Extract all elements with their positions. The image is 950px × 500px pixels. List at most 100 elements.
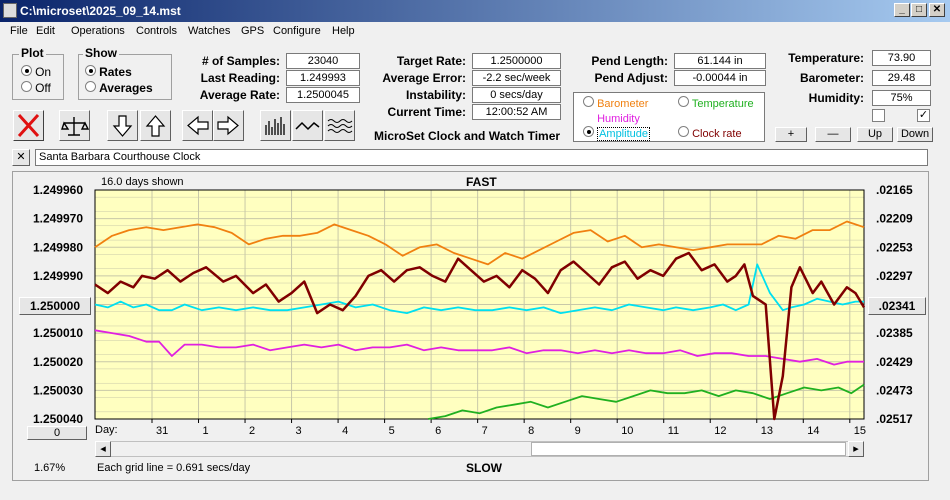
minus-button[interactable]: — [815,127,851,142]
clock-rate-radio-label: Clock rate [692,128,742,140]
close-icon[interactable]: ✕ [929,3,945,17]
instability-value: 0 secs/day [472,87,561,103]
pend-length-field[interactable]: 61.144 in [674,53,766,69]
series-line-temperature [428,383,865,420]
average-rate-label: Average Rate: [199,88,280,102]
pend-length-label: Pend Length: [591,54,668,68]
y-right-tick: .02209 [876,212,913,226]
target-rate-field[interactable]: 1.2500000 [472,53,561,69]
temperature-label: Temperature: [788,51,864,65]
clock-name-field[interactable]: Santa Barbara Courthouse Clock [35,149,928,166]
samples-value: 23040 [286,53,360,69]
minimize-icon[interactable]: _ [894,3,910,17]
show-group [78,54,172,100]
right-marker-button[interactable]: .02341 [868,297,926,315]
series-line-barometer [94,220,865,266]
balance-button[interactable] [59,110,90,141]
x-tick-label: 2 [249,425,255,437]
arrow-up-icon [145,115,166,137]
menu-edit[interactable]: Edit [36,25,55,37]
barometer-radio-label: Barometer [597,98,649,110]
day-offset-button[interactable]: 0 [27,426,87,440]
arrow-left-icon [187,115,209,136]
last-reading-label: Last Reading: [200,71,280,85]
menu-file[interactable]: File [10,25,28,37]
amplitude-radio[interactable]: Amplitude [583,126,650,141]
menu-configure[interactable]: Configure [273,25,321,37]
plot-on-radio[interactable]: On [21,65,51,79]
plot-off-label: Off [35,81,51,95]
x-tick-label: 13 [761,425,773,437]
x-tick-label: 8 [528,425,534,437]
app-icon [3,3,17,18]
current-time-value: 12:00:52 AM [472,104,561,120]
balance-icon [61,117,90,136]
scroll-right-icon[interactable]: ▸ [848,441,864,457]
multi-wave-icon [327,119,353,133]
stop-button[interactable] [13,110,44,141]
plot-off-radio[interactable]: Off [21,81,51,95]
menu-help[interactable]: Help [332,25,355,37]
days-shown-label: 16.0 days shown [101,176,184,188]
menu-bar: File Edit Operations Controls Watches GP… [0,22,950,42]
plot-on-label: On [35,65,52,79]
humidity-radio[interactable]: Humidity [583,111,640,125]
x-tick-label: 10 [621,425,633,437]
wave-button[interactable] [292,110,323,141]
x-ticks: 31 1 2 3 4 5 6 7 8 9 10 11 12 13 14 15 [156,425,866,437]
histogram-icon [265,117,285,135]
menu-operations[interactable]: Operations [71,25,125,37]
multiwave-button[interactable] [324,110,355,141]
checkbox-right[interactable]: ✓ [917,109,930,122]
scrollbar-thumb[interactable] [531,442,846,456]
plus-button[interactable]: + [775,127,807,142]
barometer-value: 29.48 [872,70,931,86]
average-rate-value: 1.2500045 [286,87,360,103]
clear-name-button[interactable]: ✕ [12,149,30,166]
scroll-left-icon[interactable]: ◂ [95,441,111,457]
show-averages-radio[interactable]: Averages [85,81,153,95]
maximize-icon[interactable]: □ [911,3,927,17]
menu-watches[interactable]: Watches [188,25,231,37]
humidity-radio-label: Humidity [597,113,640,125]
x-tick-label: 15 [854,425,866,437]
show-rates-label: Rates [99,65,132,79]
show-group-title: Show [83,46,119,60]
y-right-tick: .02253 [876,240,913,254]
right-arrow-button[interactable] [213,110,244,141]
up-button[interactable]: Up [857,127,893,142]
grid-note: Each grid line = 0.691 secs/day [97,462,251,474]
down-arrow-button[interactable] [107,110,138,141]
down-button[interactable]: Down [897,127,933,142]
barometer-radio[interactable]: Barometer [583,96,648,110]
menu-gps[interactable]: GPS [241,25,265,37]
pend-adjust-label: Pend Adjust: [594,71,668,85]
slow-label: SLOW [466,461,502,475]
current-rate-button[interactable]: 1.250000 [19,297,91,315]
y-right-ticks: .02165.02209.02253.02297.02341.02385.024… [876,183,913,426]
y-right-tick: .02517 [876,412,913,426]
clock-rate-radio[interactable]: Clock rate [678,126,742,140]
menu-controls[interactable]: Controls [136,25,177,37]
title-bar: C:\microset\2025_09_14.mst _ □ ✕ [0,0,950,22]
y-left-tick: 1.249960 [33,183,83,197]
temperature-radio[interactable]: Temperature [678,96,754,110]
histogram-button[interactable] [260,110,291,141]
show-rates-radio[interactable]: Rates [85,65,132,79]
up-arrow-button[interactable] [140,110,171,141]
left-arrow-button[interactable] [182,110,213,141]
x-tick-label: 6 [435,425,441,437]
sensor-select-box [573,92,765,142]
checkbox-left[interactable] [872,109,885,122]
x-tick-label: 14 [807,425,819,437]
temperature-value: 73.90 [872,50,931,66]
y-right-tick: .02385 [876,326,913,340]
pend-adjust-value: -0.00044 in [674,70,766,86]
last-reading-value: 1.249993 [286,70,360,86]
arrow-down-icon [112,115,133,137]
x-tick-label: 3 [296,425,302,437]
window-title: C:\microset\2025_09_14.mst [20,4,181,18]
y-left-tick: 1.250030 [33,383,83,397]
y-right-tick: .02473 [876,383,913,397]
